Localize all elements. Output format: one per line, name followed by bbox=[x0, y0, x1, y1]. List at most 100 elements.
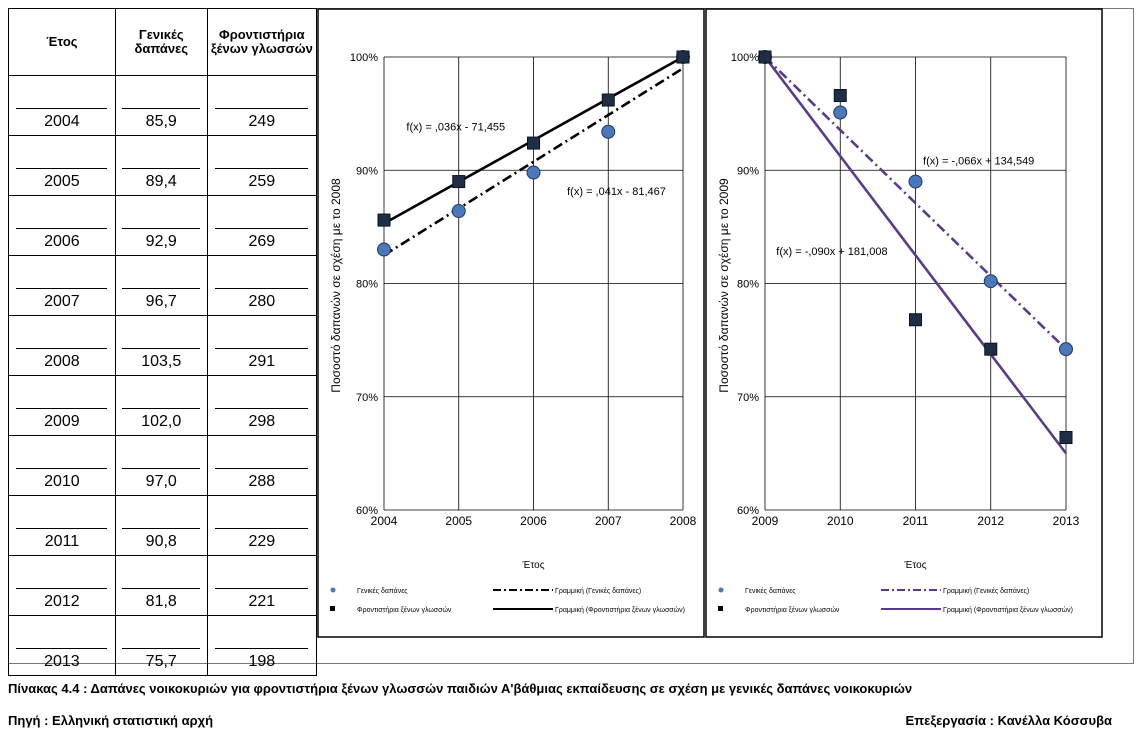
table-row: 2010 97,0 288 bbox=[8, 435, 318, 496]
data-table: Έτος Γενικές δαπάνες Φροντιστήρια ξένων … bbox=[8, 8, 318, 676]
cell-language-schools: 280 bbox=[206, 255, 318, 316]
cell-value: 2007 bbox=[16, 288, 108, 311]
cell-general-expenses: 92,9 bbox=[114, 195, 208, 256]
point-language-schools bbox=[833, 89, 847, 103]
x-axis-title: Έτος bbox=[903, 560, 926, 571]
point-language-schools bbox=[758, 50, 772, 64]
cell-value: 85,9 bbox=[122, 108, 201, 131]
x-tick-label: 2008 bbox=[670, 514, 697, 528]
point-general-expenses bbox=[833, 105, 848, 120]
cell-year: 2006 bbox=[8, 195, 116, 256]
point-general-expenses bbox=[601, 124, 616, 139]
point-language-schools bbox=[1059, 431, 1073, 445]
cell-value: 2011 bbox=[16, 528, 108, 551]
cell-general-expenses: 89,4 bbox=[114, 135, 208, 196]
cell-value: 259 bbox=[215, 168, 309, 191]
cell-language-schools: 198 bbox=[206, 615, 318, 676]
header-year: Έτος bbox=[8, 8, 116, 76]
point-general-expenses bbox=[377, 242, 391, 257]
cell-value: 2006 bbox=[16, 228, 108, 251]
point-language-schools bbox=[527, 136, 540, 150]
cell-year: 2008 bbox=[8, 315, 116, 376]
y-tick-label: 60% bbox=[356, 505, 378, 517]
legend-trendline-label: Γραμμική (Γενικές δαπάνες) bbox=[555, 587, 641, 595]
x-tick-label: 2004 bbox=[371, 514, 398, 528]
cell-value: 103,5 bbox=[122, 348, 201, 371]
point-language-schools bbox=[601, 93, 615, 107]
cell-value: 280 bbox=[215, 288, 309, 311]
cell-value: 2009 bbox=[16, 408, 108, 431]
cell-year: 2012 bbox=[8, 555, 116, 616]
cell-language-schools: 298 bbox=[206, 375, 318, 436]
cell-value: 2005 bbox=[16, 168, 108, 191]
cell-value: 75,7 bbox=[122, 648, 201, 671]
x-tick-label: 2005 bbox=[445, 514, 472, 528]
cell-value: 2004 bbox=[16, 108, 108, 131]
cell-general-expenses: 102,0 bbox=[114, 375, 208, 436]
table-row: 2007 96,7 280 bbox=[8, 255, 318, 316]
cell-general-expenses: 85,9 bbox=[114, 75, 208, 136]
trendline-equation: f(x) = ,036x - 71,455 bbox=[406, 122, 505, 134]
cell-language-schools: 249 bbox=[206, 75, 318, 136]
source-note: Πηγή : Ελληνική στατιστική αρχή bbox=[8, 713, 214, 728]
cell-value: 81,8 bbox=[122, 588, 201, 611]
cell-value: 288 bbox=[215, 468, 309, 491]
cell-language-schools: 288 bbox=[206, 435, 318, 496]
x-tick-label: 2012 bbox=[977, 514, 1004, 528]
legend-series-label: Φροντιστήρια ξένων γλωσσών bbox=[745, 606, 840, 614]
point-language-schools bbox=[984, 342, 998, 356]
cell-language-schools: 291 bbox=[206, 315, 318, 376]
cell-value: 298 bbox=[215, 408, 309, 431]
legend-series-label: Φροντιστήρια ξένων γλωσσών bbox=[357, 606, 452, 614]
cell-language-schools: 221 bbox=[206, 555, 318, 616]
trendline-equation: f(x) = -,066x + 134,549 bbox=[923, 156, 1034, 168]
cell-year: 2011 bbox=[8, 495, 116, 556]
legend-marker-square bbox=[330, 606, 335, 611]
cell-year: 2004 bbox=[8, 75, 116, 136]
point-general-expenses bbox=[1059, 342, 1073, 357]
legend-trendline-label: Γραμμική (Γενικές δαπάνες) bbox=[943, 587, 1029, 595]
chart-legend: Γενικές δαπάνες Γραμμική (Γενικές δαπάνες… bbox=[330, 587, 685, 614]
x-tick-label: 2009 bbox=[752, 514, 779, 528]
chart-border bbox=[317, 8, 705, 638]
legend-series-label: Γενικές δαπάνες bbox=[745, 587, 796, 595]
cell-value: 90,8 bbox=[122, 528, 201, 551]
cell-value: 97,0 bbox=[122, 468, 201, 491]
cell-value: 221 bbox=[215, 588, 309, 611]
legend-series-label: Γενικές δαπάνες bbox=[357, 587, 408, 595]
table-row: 2008 103,5 291 bbox=[8, 315, 318, 376]
cell-general-expenses: 90,8 bbox=[114, 495, 208, 556]
cell-general-expenses: 97,0 bbox=[114, 435, 208, 496]
x-tick-label: 2007 bbox=[595, 514, 622, 528]
table-row: 2004 85,9 249 bbox=[8, 75, 318, 136]
chart-legend: Γενικές δαπάνες Γραμμική (Γενικές δαπάνες… bbox=[718, 587, 1073, 614]
y-tick-label: 90% bbox=[737, 165, 759, 177]
cell-value: 2008 bbox=[16, 348, 108, 371]
x-tick-label: 2010 bbox=[827, 514, 854, 528]
y-tick-label: 100% bbox=[731, 52, 759, 64]
cell-value: 102,0 bbox=[122, 408, 201, 431]
y-tick-label: 80% bbox=[737, 279, 759, 291]
y-tick-label: 80% bbox=[356, 279, 378, 291]
header-general-expenses: Γενικές δαπάνες bbox=[114, 8, 208, 76]
y-tick-label: 100% bbox=[350, 52, 378, 64]
point-language-schools bbox=[676, 50, 690, 64]
point-language-schools bbox=[377, 213, 391, 227]
cell-general-expenses: 81,8 bbox=[114, 555, 208, 616]
table-row: 2013 75,7 198 bbox=[8, 615, 318, 676]
table-header-row: Έτος Γενικές δαπάνες Φροντιστήρια ξένων … bbox=[8, 8, 318, 76]
cell-year: 2010 bbox=[8, 435, 116, 496]
cell-value: 89,4 bbox=[122, 168, 201, 191]
table-row: 2012 81,8 221 bbox=[8, 555, 318, 616]
point-language-schools bbox=[909, 313, 922, 327]
legend-trendline-label: Γραμμική (Φροντιστήρια ξένων γλωσσών) bbox=[555, 606, 685, 614]
table-row: 2009 102,0 298 bbox=[8, 375, 318, 436]
cell-language-schools: 269 bbox=[206, 195, 318, 256]
cell-year: 2009 bbox=[8, 375, 116, 436]
legend-marker-circle bbox=[718, 587, 724, 593]
cell-language-schools: 229 bbox=[206, 495, 318, 556]
point-general-expenses bbox=[983, 274, 998, 289]
cell-value: 92,9 bbox=[122, 228, 201, 251]
y-tick-label: 70% bbox=[356, 392, 378, 404]
y-axis-title: Ποσοστό δαπανών σε σχέση με το 2008 bbox=[329, 178, 343, 393]
